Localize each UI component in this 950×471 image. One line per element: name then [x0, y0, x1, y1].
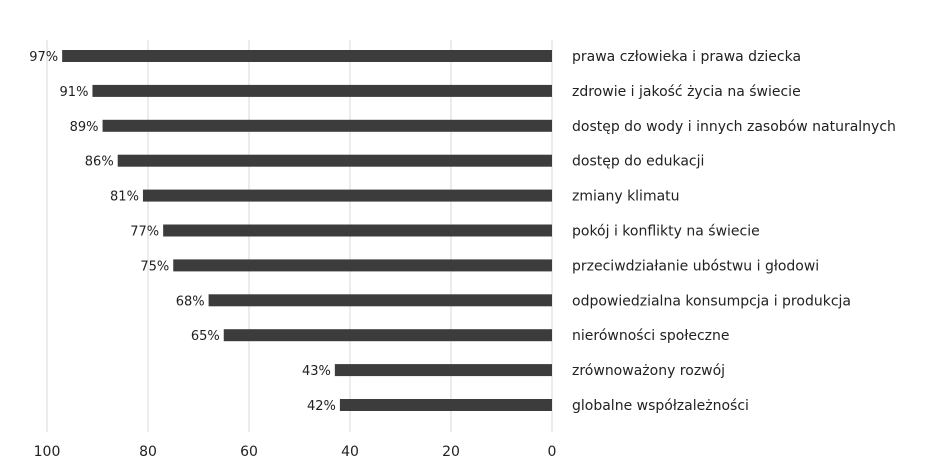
value-label: 86%: [85, 155, 114, 170]
bar: [102, 119, 553, 132]
category-label: dostęp do wody i innych zasobów naturaln…: [572, 119, 896, 135]
category-label: prawa człowieka i prawa dziecka: [572, 49, 801, 65]
bar: [62, 50, 553, 62]
bar: [92, 84, 552, 97]
bar: [142, 189, 552, 202]
category-label: zrównoważony rozwój: [572, 363, 725, 379]
x-axis-tick-labels: 100 80 60 40 20 0: [34, 444, 557, 460]
bar: [117, 154, 552, 167]
value-label: 97%: [29, 50, 58, 65]
category-label: odpowiedzialna konsumpcja i produkcja: [572, 293, 851, 309]
value-label: 89%: [70, 120, 99, 135]
value-label: 43%: [302, 364, 331, 379]
x-tick-label: 20: [442, 444, 460, 460]
category-label: dostęp do edukacji: [572, 154, 704, 170]
value-label: 81%: [110, 190, 139, 205]
x-tick-label: 40: [341, 444, 359, 460]
value-labels: 97% 91% 89% 86% 81% 77% 75% 68% 65% 43% 42%: [29, 50, 336, 414]
category-label: globalne współzależności: [572, 398, 749, 414]
bar: [334, 364, 552, 377]
value-label: 77%: [130, 225, 159, 240]
value-label: 65%: [191, 329, 220, 344]
category-label: zmiany klimatu: [572, 189, 680, 205]
x-tick-label: 80: [139, 444, 157, 460]
value-label: 68%: [176, 294, 205, 309]
x-tick-label: 60: [240, 444, 258, 460]
bar: [208, 294, 552, 307]
bar: [163, 224, 552, 237]
category-labels: prawa człowieka i prawa dziecka zdrowie i…: [572, 49, 896, 414]
category-label: pokój i konflikty na świecie: [572, 224, 760, 240]
bars: [62, 50, 553, 411]
value-label: 75%: [140, 259, 169, 274]
bar: [339, 399, 552, 411]
value-label: 42%: [307, 399, 336, 414]
category-label: nierówności społeczne: [572, 328, 729, 344]
bar: [173, 259, 552, 272]
value-label: 91%: [60, 85, 89, 100]
x-tick-label: 0: [548, 444, 557, 460]
bar: [223, 329, 552, 342]
category-label: zdrowie i jakość życia na świecie: [572, 84, 801, 100]
x-tick-label: 100: [34, 444, 61, 460]
category-label: przeciwdziałanie ubóstwu i głodowi: [572, 258, 819, 274]
